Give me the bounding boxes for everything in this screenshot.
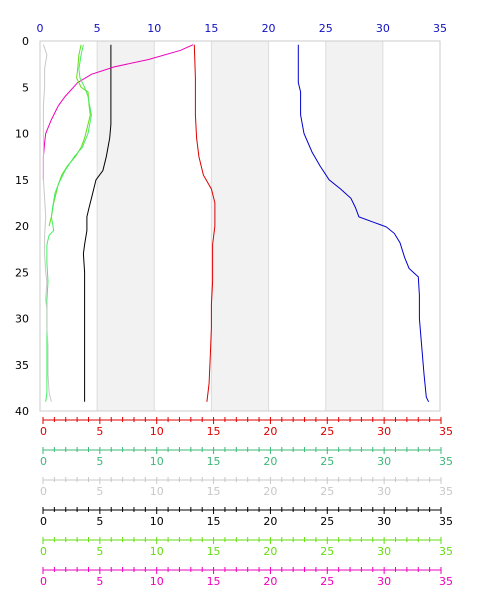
bottom-tick-label: 35 [439,545,453,558]
bottom-tick-label: 30 [377,575,391,588]
bottom-tick-label: 10 [150,425,164,438]
top-tick-label: 5 [94,22,101,35]
bottom-axis-3: 0 5 10 15 20 25 30 35 [40,507,453,528]
series-line-2 [82,44,112,402]
bottom-tick-label: 25 [320,485,334,498]
bottom-tick-label: 30 [377,425,391,438]
bottom-axis-1: 0 5 10 15 20 25 30 35 [40,447,453,468]
bottom-tick-label: 0 [40,485,47,498]
bottom-tick-label: 35 [439,515,453,528]
bottom-tick-label: 25 [320,545,334,558]
bottom-axis-2: 0 5 10 15 20 25 30 35 [40,477,453,498]
depth-tick-label: 35 [15,359,29,372]
bottom-tick-label: 10 [150,515,164,528]
top-tick-label: 20 [262,22,276,35]
bottom-tick-label: 10 [150,545,164,558]
bottom-tick-label: 15 [207,455,221,468]
top-tick-label: 35 [433,22,447,35]
bottom-tick-label: 0 [40,515,47,528]
bottom-tick-label: 20 [263,515,277,528]
series-line-6 [42,44,52,402]
bottom-tick-label: 25 [320,425,334,438]
bottom-tick-label: 35 [439,485,453,498]
bottom-tick-label: 20 [263,575,277,588]
bottom-axis-0: 0 5 10 15 20 25 30 35 [40,417,453,438]
top-tick-label: 0 [37,22,44,35]
bottom-tick-label: 5 [96,485,103,498]
bottom-tick-label: 10 [150,485,164,498]
bottom-tick-label: 30 [377,545,391,558]
shaded-band-1 [211,41,269,411]
shaded-band-2 [325,41,383,411]
bottom-tick-label: 20 [263,485,277,498]
bottom-tick-label: 5 [96,575,103,588]
bottom-tick-label: 30 [377,515,391,528]
bottom-tick-label: 20 [263,425,277,438]
bottom-tick-label: 20 [263,455,277,468]
bottom-tick-label: 35 [439,425,453,438]
bottom-tick-label: 25 [320,455,334,468]
bottom-tick-label: 25 [320,575,334,588]
series-line-4 [48,44,91,227]
depth-tick-label: 5 [22,81,29,94]
bottom-tick-label: 20 [263,545,277,558]
bottom-tick-label: 15 [207,545,221,558]
bottom-tick-label: 25 [320,515,334,528]
bottom-tick-label: 35 [439,455,453,468]
bottom-tick-label: 30 [377,455,391,468]
plot-frame [39,40,441,412]
bottom-tick-label: 15 [207,485,221,498]
top-tick-label: 15 [204,22,218,35]
bottom-tick-label: 15 [207,575,221,588]
series-line-1 [193,44,216,402]
bottom-axis-5: 0 5 10 15 20 25 30 35 [40,567,453,588]
data-series [42,44,430,403]
bottom-axis-4: 0 5 10 15 20 25 30 35 [40,537,453,558]
series-line-0 [297,44,430,403]
bottom-tick-label: 30 [377,485,391,498]
bottom-tick-label: 35 [439,575,453,588]
bottom-tick-label: 0 [40,575,47,588]
bottom-tick-label: 10 [150,575,164,588]
depth-tick-label: 40 [15,405,29,418]
shaded-band-0 [97,41,155,411]
depth-tick-label: 15 [15,174,29,187]
bottom-tick-label: 10 [150,455,164,468]
top-axis: 0 5 10 15 20 25 30 35 [37,22,448,35]
bottom-tick-label: 0 [40,545,47,558]
depth-axis: 0 5 10 15 20 25 30 35 40 [15,35,29,418]
depth-tick-label: 25 [15,266,29,279]
top-tick-label: 25 [319,22,333,35]
bottom-tick-label: 0 [40,455,47,468]
depth-tick-label: 30 [15,313,29,326]
shaded-bands [97,41,383,411]
bottom-tick-label: 15 [207,515,221,528]
bottom-tick-label: 0 [40,425,47,438]
bottom-tick-label: 5 [96,545,103,558]
depth-tick-label: 0 [22,35,29,48]
bottom-tick-label: 15 [207,425,221,438]
bottom-tick-label: 5 [96,455,103,468]
bottom-axes: 0 5 10 15 20 25 30 35 0 5 10 15 20 25 30 35 0 5 10 15 20 25 30… [40,417,453,588]
depth-tick-label: 10 [15,128,29,141]
bottom-tick-label: 5 [96,425,103,438]
depth-tick-label: 20 [15,220,29,233]
bottom-tick-label: 5 [96,515,103,528]
top-tick-label: 10 [147,22,161,35]
top-tick-label: 30 [376,22,390,35]
